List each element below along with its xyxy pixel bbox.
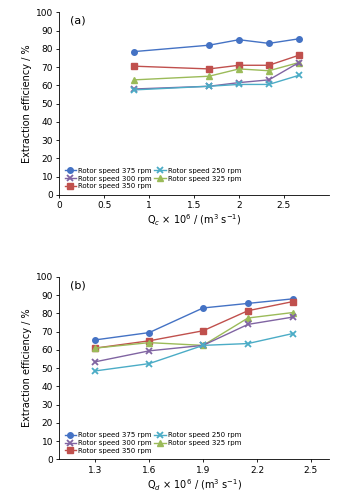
Rotor speed 300 rpm bbox=[207, 83, 211, 89]
Rotor speed 350 rpm bbox=[297, 52, 301, 58]
Rotor speed 350 rpm bbox=[267, 62, 271, 68]
Rotor speed 375 rpm bbox=[297, 36, 301, 42]
Rotor speed 325 rpm bbox=[246, 315, 250, 321]
X-axis label: Q$_d$ × 10$^6$ / (m$^3$ s$^{-1}$): Q$_d$ × 10$^6$ / (m$^3$ s$^{-1}$) bbox=[146, 477, 242, 493]
Rotor speed 350 rpm bbox=[147, 338, 151, 344]
Rotor speed 250 rpm bbox=[237, 82, 241, 87]
Rotor speed 250 rpm bbox=[132, 87, 136, 93]
Rotor speed 375 rpm bbox=[291, 296, 295, 302]
Rotor speed 350 rpm bbox=[132, 63, 136, 69]
Line: Rotor speed 350 rpm: Rotor speed 350 rpm bbox=[93, 299, 296, 351]
Rotor speed 325 rpm bbox=[132, 77, 136, 83]
Rotor speed 250 rpm bbox=[246, 340, 250, 346]
Rotor speed 375 rpm bbox=[201, 305, 205, 311]
Rotor speed 375 rpm bbox=[132, 48, 136, 54]
Rotor speed 325 rpm bbox=[201, 342, 205, 348]
Rotor speed 300 rpm bbox=[246, 322, 250, 328]
Rotor speed 325 rpm bbox=[207, 73, 211, 79]
Legend: Rotor speed 375 rpm, Rotor speed 300 rpm, Rotor speed 350 rpm, Rotor speed 250 r: Rotor speed 375 rpm, Rotor speed 300 rpm… bbox=[63, 430, 243, 456]
Line: Rotor speed 325 rpm: Rotor speed 325 rpm bbox=[93, 310, 296, 351]
Rotor speed 300 rpm bbox=[267, 77, 271, 83]
Rotor speed 250 rpm bbox=[201, 342, 205, 348]
Rotor speed 350 rpm bbox=[207, 66, 211, 72]
Rotor speed 325 rpm bbox=[147, 340, 151, 346]
Rotor speed 300 rpm bbox=[237, 80, 241, 85]
Line: Rotor speed 325 rpm: Rotor speed 325 rpm bbox=[132, 60, 302, 82]
Rotor speed 325 rpm bbox=[297, 60, 301, 66]
Rotor speed 325 rpm bbox=[237, 66, 241, 72]
Legend: Rotor speed 375 rpm, Rotor speed 300 rpm, Rotor speed 350 rpm, Rotor speed 250 r: Rotor speed 375 rpm, Rotor speed 300 rpm… bbox=[63, 165, 243, 191]
Rotor speed 375 rpm bbox=[267, 41, 271, 46]
Rotor speed 375 rpm bbox=[93, 337, 97, 343]
Rotor speed 350 rpm bbox=[201, 328, 205, 334]
X-axis label: Q$_c$ × 10$^6$ / (m$^3$ s$^{-1}$): Q$_c$ × 10$^6$ / (m$^3$ s$^{-1}$) bbox=[147, 213, 241, 228]
Rotor speed 250 rpm bbox=[291, 330, 295, 336]
Rotor speed 350 rpm bbox=[93, 345, 97, 351]
Line: Rotor speed 375 rpm: Rotor speed 375 rpm bbox=[93, 296, 296, 343]
Rotor speed 250 rpm bbox=[207, 83, 211, 89]
Rotor speed 375 rpm bbox=[207, 42, 211, 48]
Rotor speed 375 rpm bbox=[147, 329, 151, 335]
Text: (b): (b) bbox=[70, 281, 86, 290]
Rotor speed 325 rpm bbox=[93, 345, 97, 351]
Rotor speed 250 rpm bbox=[147, 361, 151, 367]
Line: Rotor speed 300 rpm: Rotor speed 300 rpm bbox=[131, 59, 302, 92]
Rotor speed 325 rpm bbox=[291, 310, 295, 316]
Rotor speed 250 rpm bbox=[93, 368, 97, 374]
Rotor speed 300 rpm bbox=[132, 86, 136, 92]
Line: Rotor speed 350 rpm: Rotor speed 350 rpm bbox=[132, 52, 302, 72]
Y-axis label: Extraction efficiency / %: Extraction efficiency / % bbox=[22, 44, 32, 163]
Rotor speed 250 rpm bbox=[297, 72, 301, 78]
Rotor speed 325 rpm bbox=[267, 68, 271, 74]
Text: (a): (a) bbox=[70, 16, 86, 26]
Rotor speed 300 rpm bbox=[297, 60, 301, 66]
Rotor speed 375 rpm bbox=[237, 37, 241, 42]
Line: Rotor speed 300 rpm: Rotor speed 300 rpm bbox=[92, 314, 296, 365]
Rotor speed 350 rpm bbox=[237, 62, 241, 68]
Rotor speed 300 rpm bbox=[201, 342, 205, 348]
Line: Rotor speed 250 rpm: Rotor speed 250 rpm bbox=[92, 330, 296, 374]
Y-axis label: Extraction efficiency / %: Extraction efficiency / % bbox=[22, 309, 32, 427]
Rotor speed 350 rpm bbox=[246, 308, 250, 314]
Line: Rotor speed 250 rpm: Rotor speed 250 rpm bbox=[131, 72, 302, 93]
Rotor speed 300 rpm bbox=[147, 348, 151, 354]
Rotor speed 375 rpm bbox=[246, 300, 250, 306]
Rotor speed 250 rpm bbox=[267, 82, 271, 87]
Rotor speed 300 rpm bbox=[93, 359, 97, 365]
Line: Rotor speed 375 rpm: Rotor speed 375 rpm bbox=[132, 36, 302, 54]
Rotor speed 350 rpm bbox=[291, 298, 295, 304]
Rotor speed 300 rpm bbox=[291, 314, 295, 320]
